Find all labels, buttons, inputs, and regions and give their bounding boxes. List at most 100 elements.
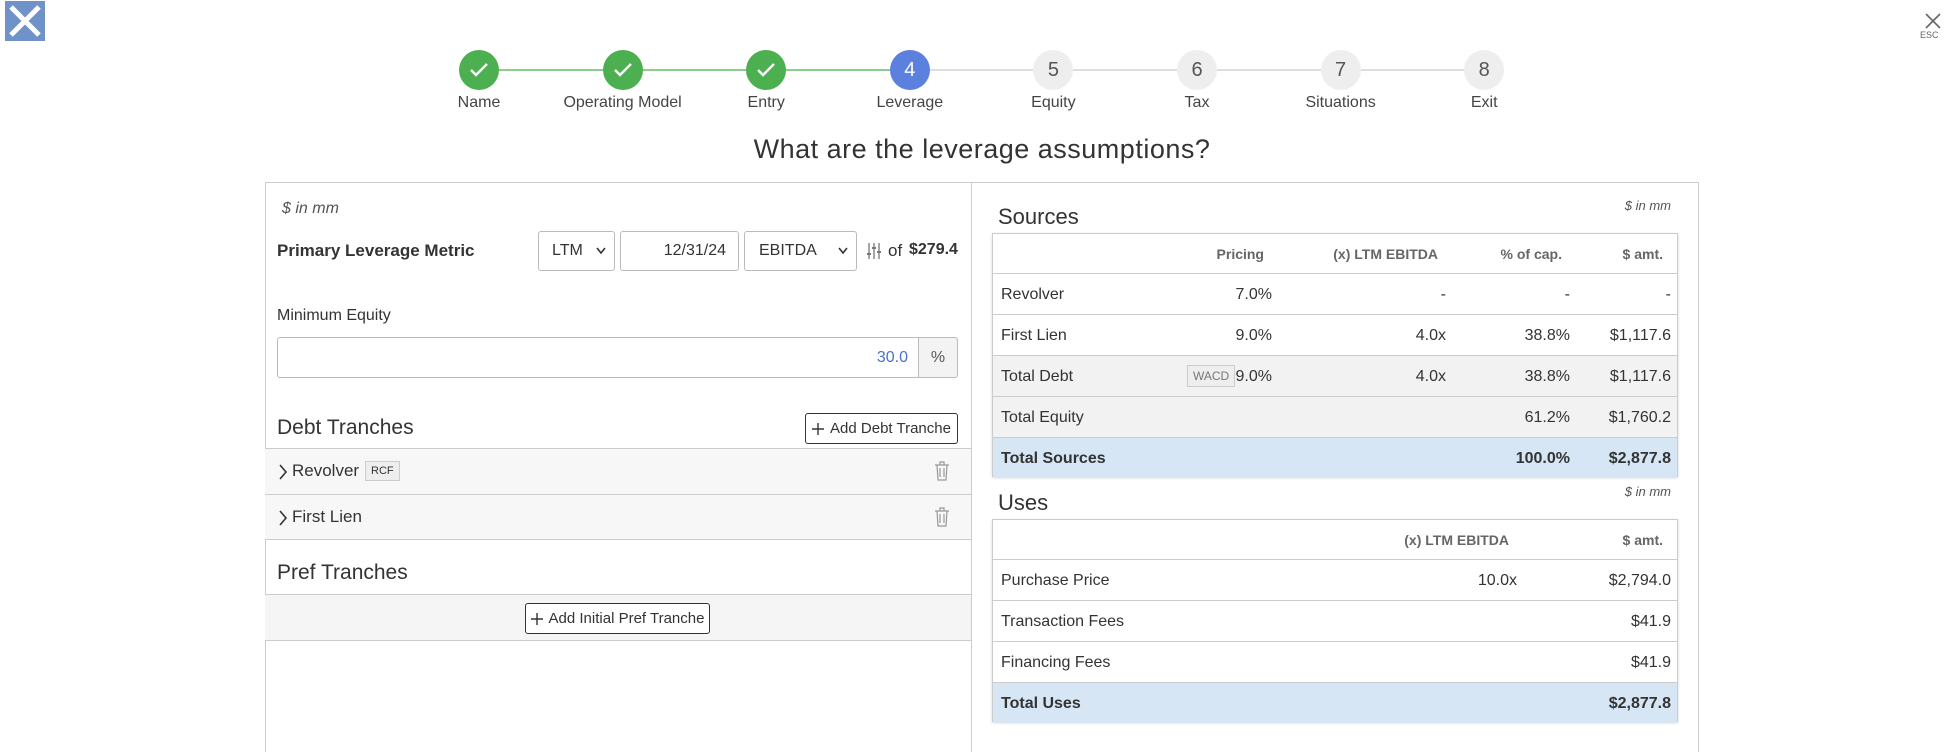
step-circle: 7 [1320,50,1361,90]
expand-icon[interactable] [278,509,288,526]
row-label: Total Equity [1001,409,1084,426]
step-circle: 8 [1464,50,1505,90]
add-debt-text: Add Debt Tranche [830,420,951,437]
cell: $1,760.2 [1608,409,1671,426]
table-row: First Lien 9.0% 4.0x 38.8% $1,117.6 [993,314,1677,355]
row-label: First Lien [1001,327,1067,344]
step-number: 7 [1335,58,1347,81]
cell: $2,877.8 [1608,695,1671,712]
step-label: Entry [747,94,785,111]
close-button[interactable] [1924,12,1942,30]
metric-value: $279.4 [909,241,958,258]
step-connector [1197,69,1341,71]
check-icon [470,63,488,77]
table-row: Total Debt WACD 9.0% 4.0x 38.8% $1,117.6 [993,355,1677,396]
row-label: Total Uses [1001,695,1081,712]
step-label: Leverage [876,94,944,111]
delete-icon[interactable] [934,506,950,527]
close-hint: ESC [1920,30,1939,40]
table: (x) LTM EBITDA $ amt. Purchase Price 10.0x $… [992,519,1678,723]
min-equity-input[interactable]: 30.0 [277,337,919,378]
tranche-name: Revolver [292,461,360,480]
table-row: Financing Fees $41.9 [993,641,1677,682]
units: $ in mm [282,200,339,217]
chevron [596,247,606,255]
add-pref-text: Add Initial Pref Tranche [548,610,705,627]
debt-title: Debt Tranches [277,416,414,439]
cell: $1,117.6 [1609,368,1671,385]
metric: EBITDA [759,242,817,259]
column-header: (x) LTM EBITDA [1404,532,1509,548]
cell: 10.0x [1477,572,1517,589]
check-icon [613,63,632,77]
section-title: Sources [998,204,1079,229]
table: Pricing (x) LTM EBITDA % of cap. $ amt. Revo… [992,233,1678,478]
step-label: Name [457,94,501,111]
date-input[interactable]: 12/31/24 [620,231,739,271]
step-number: 4 [904,58,916,81]
column-header: $ amt. [1622,532,1663,548]
row-label: Revolver [1001,286,1065,303]
tranche-name: First Lien [292,506,362,526]
section-title: Uses [998,490,1049,515]
chevron [838,247,848,255]
cell: 61.2% [1524,409,1570,426]
step-number: 5 [1047,58,1059,81]
row-label: Financing Fees [1001,654,1111,671]
plus-icon [530,612,543,625]
row-label: Total Debt [1001,368,1074,385]
plus-icon [812,422,825,435]
period: LTM [552,242,583,259]
column-header: % of cap. [1500,246,1562,262]
step-connector [479,69,623,71]
step-circle [602,50,643,90]
logo [5,1,45,41]
tranche-row: Revolver RCF [265,448,971,494]
column-header: Pricing [1216,246,1264,262]
cell: 38.8% [1524,327,1570,344]
step-connector [1340,69,1485,71]
date: 12/31/24 [663,242,726,259]
cell: 100.0% [1515,450,1570,467]
add-pref-button[interactable]: Add Initial Pref Tranche [525,603,710,634]
percent-addon: % [918,337,958,378]
section-units: $ in mm [1624,198,1671,213]
adjust-icon[interactable] [866,242,882,260]
add-debt-button[interactable]: Add Debt Tranche [805,413,958,444]
table-row: Transaction Fees $41.9 [993,600,1677,641]
metric-label: Primary Leverage Metric [277,241,475,260]
step-label: Equity [1031,94,1076,111]
table-row: Revolver 7.0% - - - [993,273,1677,314]
question: What are the leverage assumptions? [753,134,1211,164]
pref-title: Pref Tranches [277,561,408,584]
expand-icon[interactable] [278,464,288,480]
step-connector [766,69,910,71]
cell: $2,794.0 [1608,572,1671,589]
cell: $41.9 [1630,654,1671,671]
cell: $1,117.6 [1609,327,1671,344]
row-tag: WACD [1187,365,1236,387]
column-header: $ amt. [1622,246,1663,262]
step-connector [1053,69,1197,71]
row-label: Total Sources [1001,450,1106,467]
cell: - [1564,286,1570,303]
metric-select[interactable]: EBITDA [744,231,857,271]
check-icon [757,63,776,77]
column-header: (x) LTM EBITDA [1333,246,1438,262]
step-label: Exit [1470,94,1498,111]
cell: 9.0% [1235,368,1272,385]
min-equity-value: 30.0 [876,348,908,366]
delete-icon[interactable] [934,461,950,481]
cell: 4.0x [1415,327,1446,344]
step-circle [459,50,499,90]
cell: - [1440,286,1446,303]
step-circle: 4 [889,50,930,90]
cell: - [1665,286,1671,303]
of-text: of [888,241,903,260]
step-number: 6 [1191,58,1203,81]
tranche-tag: RCF [365,461,400,481]
cell: 38.8% [1524,368,1570,385]
period-select[interactable]: LTM [538,231,615,271]
divider [971,182,972,752]
step-label: Tax [1184,94,1210,111]
